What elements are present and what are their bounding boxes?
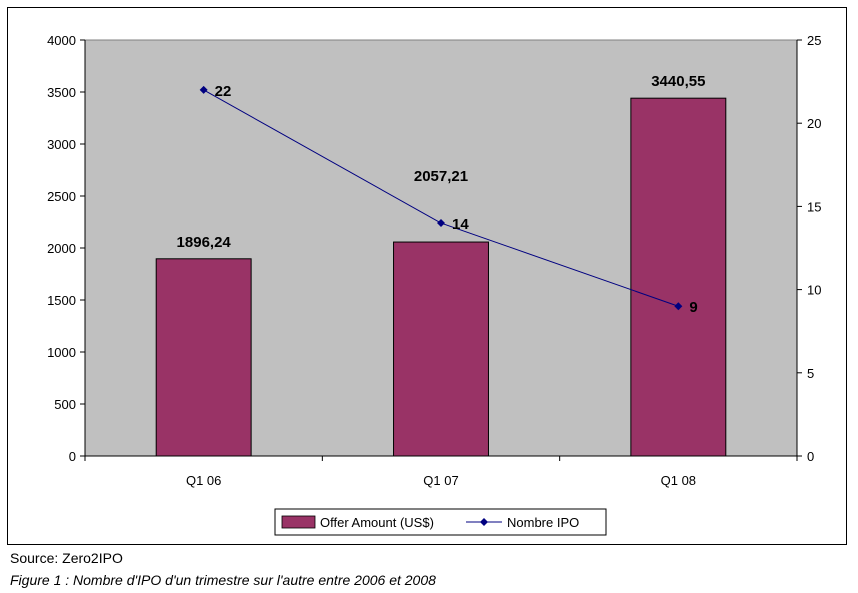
x-tick-label: Q1 07 xyxy=(423,473,458,488)
legend-label-nombre-ipo: Nombre IPO xyxy=(507,515,579,530)
x-tick-label: Q1 06 xyxy=(186,473,221,488)
data-label-offer-amount: 3440,55 xyxy=(651,73,705,90)
bar-offer-amount xyxy=(630,97,727,457)
data-label-offer-amount: 2057,21 xyxy=(414,168,468,185)
data-label-nombre-ipo: 14 xyxy=(452,216,469,233)
y-left-tick-label: 2000 xyxy=(47,241,76,256)
data-label-nombre-ipo: 9 xyxy=(689,299,697,316)
legend-swatch-offer-amount xyxy=(281,515,316,529)
legend: Offer Amount (US$) Nombre IPO xyxy=(274,508,607,536)
source-note: Source: Zero2IPO xyxy=(10,550,123,566)
y-left-tick-label: 2500 xyxy=(47,189,76,204)
y-right-tick-label: 20 xyxy=(807,116,821,131)
data-label-offer-amount: 1896,24 xyxy=(177,234,232,251)
marker-nombre-ipo xyxy=(674,302,683,311)
figure-caption: Figure 1 : Nombre d'IPO d'un trimestre s… xyxy=(10,572,436,588)
y-right-tick-label: 5 xyxy=(807,366,814,381)
x-tick-label: Q1 08 xyxy=(661,473,696,488)
y-left-tick-label: 3000 xyxy=(47,137,76,152)
y-left-tick-label: 3500 xyxy=(47,85,76,100)
y-right-tick-label: 0 xyxy=(807,449,814,464)
data-label-nombre-ipo: 22 xyxy=(215,83,232,100)
y-right-tick-label: 15 xyxy=(807,199,821,214)
y-right-tick-label: 25 xyxy=(807,33,821,48)
legend-label-offer-amount: Offer Amount (US$) xyxy=(320,515,434,530)
bar-offer-amount xyxy=(393,241,489,457)
y-left-tick-label: 1500 xyxy=(47,293,76,308)
y-right-tick-label: 10 xyxy=(807,283,821,298)
y-left-tick-label: 500 xyxy=(54,397,76,412)
legend-marker-nombre-ipo xyxy=(480,518,488,526)
y-left-tick-label: 4000 xyxy=(47,33,76,48)
marker-nombre-ipo xyxy=(437,219,445,228)
bar-offer-amount xyxy=(155,258,252,457)
y-left-tick-label: 0 xyxy=(69,449,76,464)
y-left-tick-label: 1000 xyxy=(47,345,76,360)
marker-nombre-ipo xyxy=(199,85,208,94)
legend-box xyxy=(274,508,607,536)
